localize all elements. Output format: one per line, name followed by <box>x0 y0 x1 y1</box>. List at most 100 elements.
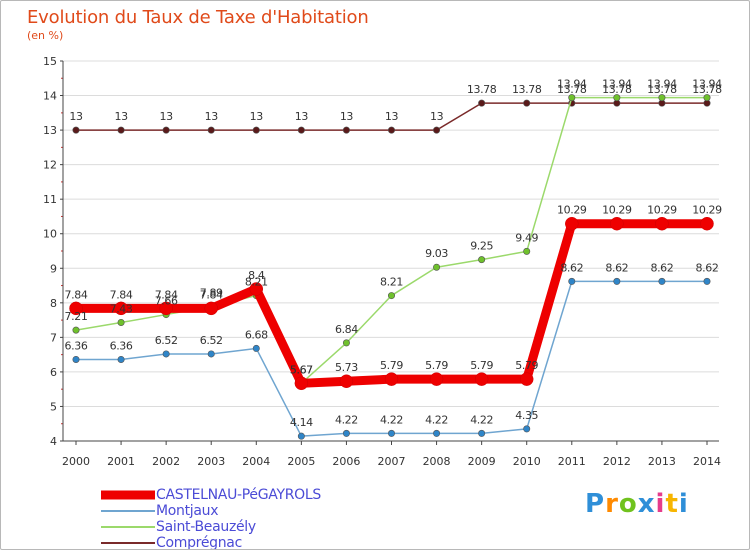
data-point <box>342 429 350 437</box>
data-point <box>252 126 260 134</box>
data-label: 8.62 <box>650 261 673 274</box>
data-point <box>700 216 714 231</box>
data-label: 8.62 <box>560 261 583 274</box>
x-tick-label: 2009 <box>468 455 496 468</box>
data-point <box>523 247 531 255</box>
y-tick-label: 5 <box>50 400 57 413</box>
data-label: 9.03 <box>425 247 448 260</box>
data-label: 5.67 <box>290 363 313 376</box>
logo-letter: i <box>655 489 666 519</box>
data-label: 7.84 <box>200 288 223 301</box>
data-point <box>72 126 80 134</box>
y-tick-label: 7 <box>50 331 57 344</box>
data-point <box>703 94 711 102</box>
data-point <box>658 277 666 285</box>
data-label: 6.36 <box>110 339 133 352</box>
data-point <box>429 372 444 386</box>
data-point <box>387 126 395 134</box>
x-tick-label: 2006 <box>332 455 360 468</box>
x-tick-label: 2004 <box>242 455 270 468</box>
x-tick-label: 2011 <box>558 455 586 468</box>
logo-letter: t <box>665 489 679 519</box>
chart-subtitle: (en %) <box>27 29 64 42</box>
x-tick-label: 2010 <box>513 455 541 468</box>
data-label: 10.29 <box>557 204 587 217</box>
data-point <box>613 94 621 102</box>
data-point <box>568 94 576 102</box>
data-label: 13.78 <box>557 83 587 96</box>
data-point <box>568 277 576 285</box>
data-point <box>523 425 531 433</box>
data-label: 8.4 <box>248 269 265 282</box>
data-label: 6.36 <box>65 339 88 352</box>
data-label: 13.94 <box>602 78 632 91</box>
logo-letter: x <box>637 489 656 519</box>
x-tick-label: 2000 <box>62 455 90 468</box>
logo-letter: r <box>605 489 619 519</box>
y-tick-label: 8 <box>50 297 57 310</box>
data-label: 7.84 <box>110 288 133 301</box>
y-tick-label: 10 <box>43 228 57 241</box>
axis-layer: 4 5 6 7 8 9 10 11 12 13 14 15 2000 2001 2002 2003 2004 20… <box>43 55 721 468</box>
data-point <box>159 301 173 316</box>
data-point <box>613 277 621 285</box>
proxiti-logo: Proxiti <box>585 489 689 519</box>
data-label: 13 <box>205 110 219 123</box>
x-tick-label: 2013 <box>648 455 676 468</box>
data-label: 13 <box>160 110 174 123</box>
x-tick-label: 2007 <box>378 455 406 468</box>
data-label: 13.78 <box>647 83 677 96</box>
y-tick-label: 15 <box>43 55 57 68</box>
data-point <box>69 301 83 316</box>
data-label: 8.21 <box>245 276 268 289</box>
data-point <box>523 99 531 107</box>
data-point <box>519 372 534 386</box>
x-tick-label: 2003 <box>197 455 225 468</box>
legend-swatch-castelnau <box>101 490 155 500</box>
data-point <box>342 339 350 347</box>
data-label: 13.94 <box>692 78 722 91</box>
data-point <box>384 372 399 386</box>
data-point <box>297 126 305 134</box>
data-point <box>72 326 80 334</box>
data-label: 5.79 <box>425 359 448 372</box>
data-label: 5.67 <box>290 363 313 376</box>
data-label: 7.89 <box>200 287 223 300</box>
y-tick-label: 14 <box>43 90 57 103</box>
data-point <box>342 126 350 134</box>
data-label: 6.52 <box>155 334 178 347</box>
data-label: 13.78 <box>467 83 497 96</box>
data-point <box>433 263 441 271</box>
data-point <box>387 429 395 437</box>
y-tick-label: 6 <box>50 366 57 379</box>
data-point <box>114 301 128 316</box>
x-tick-label: 2001 <box>107 455 135 468</box>
data-label: 13 <box>114 110 128 123</box>
y-tick-label: 4 <box>50 435 57 448</box>
data-label: 5.79 <box>470 359 493 372</box>
data-point <box>387 292 395 300</box>
data-point <box>117 319 125 327</box>
data-point <box>339 374 354 388</box>
data-label: 13.78 <box>692 83 722 96</box>
data-label: 7.84 <box>155 288 178 301</box>
data-point <box>294 376 309 391</box>
data-label: 7.21 <box>65 310 88 323</box>
data-point <box>297 432 305 440</box>
data-point <box>478 99 486 107</box>
data-label: 9.49 <box>515 231 538 244</box>
data-point <box>117 126 125 134</box>
data-label: 7.66 <box>155 295 178 308</box>
data-label: 13 <box>430 110 444 123</box>
data-label: 4.22 <box>335 413 358 426</box>
data-point <box>565 216 579 231</box>
data-label: 10.29 <box>602 204 632 217</box>
data-label: 10.29 <box>692 204 722 217</box>
data-label: 13.94 <box>557 78 587 91</box>
legend-label-castelnau: CASTELNAU-PéGAYROLS <box>156 487 321 503</box>
data-point <box>433 429 441 437</box>
data-label: 4.22 <box>470 413 493 426</box>
data-label: 13 <box>250 110 264 123</box>
data-label: 6.68 <box>245 328 268 341</box>
